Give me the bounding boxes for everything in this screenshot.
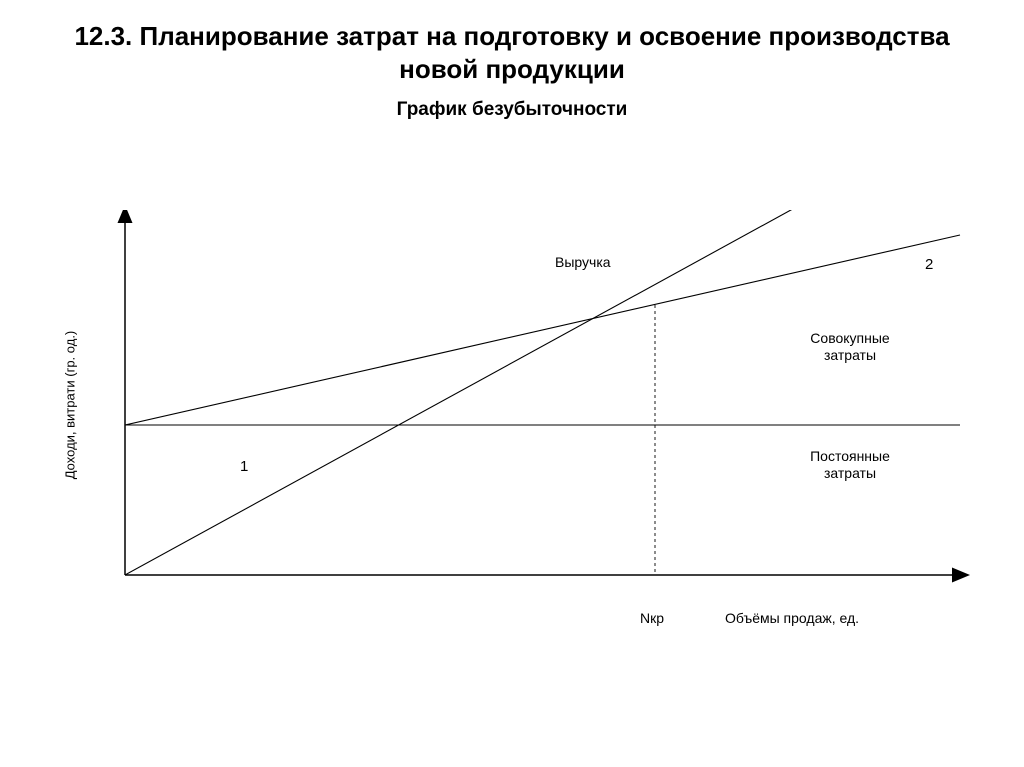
region-one-label: 1	[240, 458, 248, 476]
y-axis-label: Доходи, витрати (гр. од.)	[63, 331, 78, 480]
breakeven-chart: Доходи, витрати (гр. од.) Объёмы продаж,…	[100, 210, 970, 600]
chart-subtitle: График безубыточности	[0, 99, 1024, 121]
revenue-label: Выручка	[555, 254, 611, 271]
revenue-line	[125, 210, 800, 575]
fixed-costs-text: Постоянныезатраты	[810, 448, 890, 481]
chart-svg	[100, 210, 970, 600]
total-costs-label: Совокупныезатраты	[790, 330, 910, 364]
x-axis-label: Объёмы продаж, ед.	[725, 610, 859, 626]
breakeven-point-label: Nкр	[640, 610, 664, 626]
region-two-label: 2	[925, 256, 933, 274]
page-title: 12.3. Планирование затрат на подготовку …	[0, 0, 1024, 93]
fixed-costs-label: Постоянныезатраты	[790, 448, 910, 482]
total-costs-text: Совокупныезатраты	[810, 330, 889, 363]
